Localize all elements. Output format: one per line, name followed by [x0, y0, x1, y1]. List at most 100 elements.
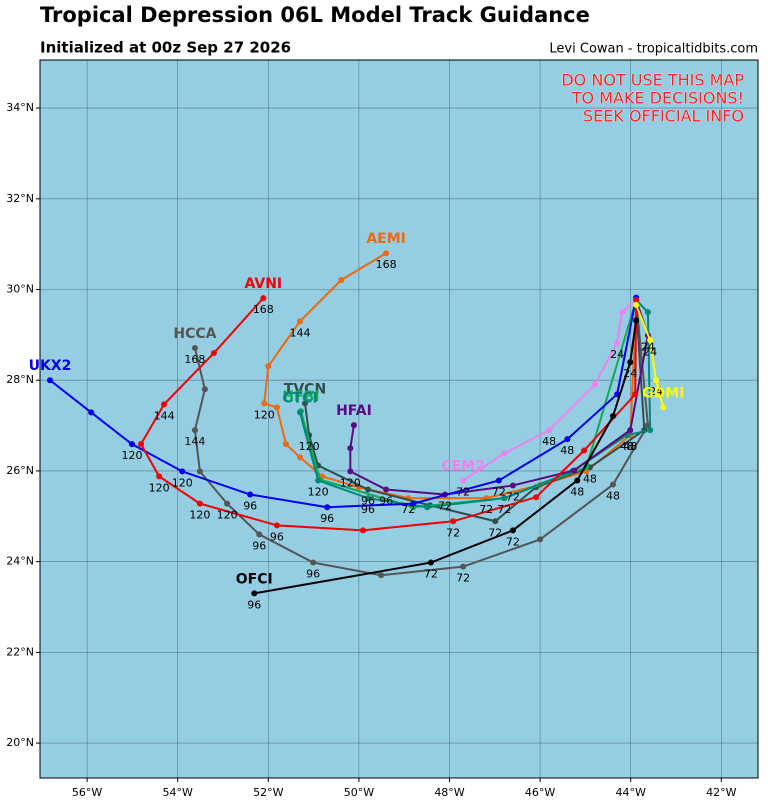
track-point: [610, 481, 617, 488]
track-point: [196, 468, 203, 475]
track-point: [533, 494, 540, 501]
track-point: [347, 445, 354, 452]
hour-label: 120: [149, 481, 170, 494]
track-point: [619, 309, 626, 316]
track-point: [138, 441, 145, 448]
track-point: [647, 427, 654, 434]
warning-text: SEEK OFFICIAL INFO: [583, 107, 744, 126]
hour-label: 96: [270, 530, 284, 543]
track-name: CTCI: [282, 390, 317, 406]
lon-tick-label: 42°W: [706, 786, 736, 799]
title: Tropical Depression 06L Model Track Guid…: [40, 3, 590, 27]
hour-label: 120: [299, 440, 320, 453]
hour-label: 120: [189, 509, 210, 522]
track-point: [338, 276, 345, 283]
map-background: [40, 60, 758, 778]
hour-label: 120: [340, 476, 361, 489]
track-point: [647, 337, 654, 344]
hour-label: 96: [252, 539, 266, 552]
hour-label: 144: [154, 409, 175, 422]
hour-label: 72: [506, 535, 520, 548]
hour-label: 48: [542, 435, 556, 448]
hour-label: 48: [570, 485, 584, 498]
track-point: [509, 527, 516, 534]
hour-label: 96: [361, 503, 375, 516]
track-point: [450, 518, 457, 525]
hour-label: 72: [456, 572, 470, 585]
track-point: [350, 422, 357, 429]
track: [251, 317, 640, 597]
track-point: [359, 527, 366, 534]
track: [633, 301, 667, 411]
credit: Levi Cowan - tropicaltidbits.com: [549, 42, 758, 57]
track-point: [46, 377, 53, 384]
track-point: [581, 447, 588, 454]
track-point: [492, 518, 499, 525]
track-name: UKX2: [29, 358, 72, 374]
track-point: [210, 350, 217, 357]
track-point: [660, 404, 667, 411]
track-line: [349, 299, 649, 496]
track-point: [495, 477, 502, 484]
track-point: [251, 590, 258, 597]
warning-text: TO MAKE DECISIONS!: [571, 89, 744, 108]
track-point: [161, 401, 168, 408]
track-name: TVCN: [284, 381, 326, 397]
hour-label: 72: [401, 503, 415, 516]
track-point: [364, 495, 371, 502]
track-point: [88, 409, 95, 416]
track-point: [627, 359, 634, 366]
lon-tick-label: 54°W: [163, 786, 193, 799]
track-point: [546, 427, 553, 434]
hour-label: 168: [376, 258, 397, 271]
hour-label: 96: [243, 500, 257, 513]
track-point: [201, 386, 208, 393]
lat-tick-label: 28°N: [6, 373, 34, 386]
track-point: [196, 500, 203, 507]
track-point: [644, 309, 651, 316]
track-point: [633, 317, 640, 324]
track-point: [297, 454, 304, 461]
hour-label: 96: [320, 512, 334, 525]
track-point: [247, 491, 254, 498]
track-line: [635, 304, 665, 408]
label-layer: 48729696120144168HCCA487272120144168AEMI…: [29, 231, 685, 611]
hour-label: 48: [560, 444, 574, 457]
track-point: [378, 572, 385, 579]
map-layer: [40, 60, 758, 778]
hour-label: 72: [438, 500, 452, 513]
hour-label: 48: [583, 472, 597, 485]
lat-tick-label: 26°N: [6, 464, 34, 477]
track-point: [633, 301, 640, 308]
hour-label: 48: [620, 440, 634, 453]
track: [460, 296, 640, 484]
track-point: [537, 536, 544, 543]
track-line: [304, 304, 646, 523]
lat-tick-label: 24°N: [6, 555, 34, 568]
track-point: [273, 404, 280, 411]
hour-label: 24: [643, 345, 657, 358]
hour-label: 72: [492, 485, 506, 498]
track-point: [260, 295, 267, 302]
track-name: OFCI: [236, 571, 273, 587]
track-point: [627, 427, 634, 434]
hour-label: 72: [506, 490, 520, 503]
track-point: [282, 441, 289, 448]
hour-label: 120: [172, 476, 193, 489]
track-point: [315, 477, 322, 484]
track-point: [347, 468, 354, 475]
track-line: [299, 299, 652, 509]
track-point: [383, 486, 390, 493]
hour-label: 96: [306, 568, 320, 581]
hour-label: 120: [121, 449, 142, 462]
hour-label: 96: [379, 495, 393, 508]
track-point: [653, 377, 660, 384]
hour-label: 96: [361, 495, 375, 508]
lon-tick-label: 50°W: [344, 786, 374, 799]
track-point: [460, 477, 467, 484]
track-point: [632, 391, 639, 398]
hour-label: 144: [184, 435, 205, 448]
track-point: [410, 500, 417, 507]
track-point: [128, 441, 135, 448]
